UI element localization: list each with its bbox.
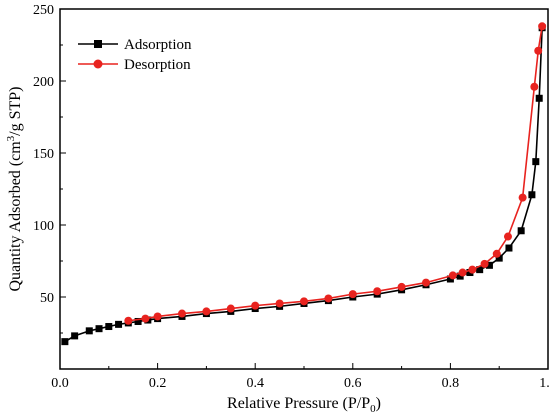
data-point	[134, 317, 142, 325]
data-point	[503, 232, 512, 241]
data-point	[505, 244, 513, 252]
data-point	[275, 299, 284, 308]
data-point	[446, 275, 454, 283]
data-point	[538, 22, 547, 31]
data-point	[535, 94, 543, 102]
data-point	[124, 316, 133, 325]
data-point	[178, 309, 186, 318]
legend-item-adsorption: Adsorption	[78, 37, 192, 53]
data-point	[202, 307, 211, 316]
data-point	[458, 268, 467, 277]
series-desorption	[124, 22, 547, 325]
data-point	[530, 82, 539, 91]
data-point	[448, 271, 457, 280]
data-point	[105, 323, 113, 331]
data-point	[517, 227, 525, 235]
x-tick-label: 0.8	[442, 376, 460, 391]
series-line	[64, 27, 543, 343]
y-tick-label: 150	[33, 147, 54, 162]
data-point	[528, 191, 536, 199]
axis-ticks	[59, 8, 549, 369]
x-tick-label: 0.0	[51, 376, 69, 391]
data-point	[300, 297, 308, 306]
y-tick-label: 250	[33, 3, 54, 18]
legend-marker-square	[94, 40, 102, 48]
data-point	[115, 320, 123, 328]
data-point	[397, 282, 406, 291]
data-point	[153, 312, 162, 321]
data-point	[85, 327, 93, 335]
data-point	[480, 259, 489, 268]
data-point	[95, 325, 103, 333]
data-point	[518, 193, 527, 202]
data-point	[61, 338, 69, 346]
series-layer	[61, 22, 547, 346]
x-tick-label: 1.0	[539, 376, 550, 391]
data-point	[456, 272, 464, 280]
x-tick-labels: 0.0 0.2 0.4 0.6 0.8 1.0	[51, 376, 550, 391]
data-point	[141, 314, 150, 323]
legend-item-desorption: Desorption	[78, 57, 191, 73]
data-point	[251, 301, 260, 310]
data-point	[476, 266, 484, 274]
x-tick-label: 0.6	[344, 376, 362, 391]
legend-label-adsorption: Adsorption	[124, 37, 192, 53]
data-point	[532, 158, 540, 166]
data-point	[495, 254, 503, 262]
legend: Adsorption Desorption	[78, 37, 192, 73]
y-tick-label: 50	[40, 291, 54, 306]
data-point	[373, 287, 382, 296]
data-point	[422, 278, 430, 287]
data-point	[348, 290, 357, 299]
x-tick-label: 0.2	[149, 376, 167, 391]
series-line	[128, 26, 543, 322]
data-point	[534, 46, 543, 55]
data-point	[226, 304, 235, 313]
x-axis-title: Relative Pressure (P/P0)	[227, 395, 381, 415]
legend-label-desorption: Desorption	[124, 57, 191, 73]
x-tick-label: 0.4	[246, 376, 264, 391]
y-tick-label: 200	[33, 75, 54, 90]
y-axis-title: Quantity Adsorbed (cm3/g STP)	[5, 86, 24, 291]
y-tick-label: 100	[33, 219, 54, 234]
y-tick-labels: 50 100 150 200 250	[33, 3, 54, 306]
legend-marker-circle	[93, 59, 103, 69]
data-point	[468, 265, 477, 274]
data-point	[492, 249, 501, 258]
data-point	[324, 294, 333, 303]
data-point	[71, 332, 79, 340]
data-point	[485, 261, 493, 269]
